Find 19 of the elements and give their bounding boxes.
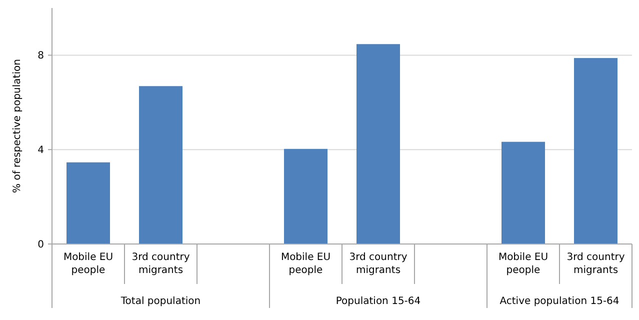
text: Population 15-64 bbox=[336, 296, 421, 307]
bar bbox=[502, 142, 545, 244]
y-tick-label: 8 bbox=[38, 50, 44, 62]
bar bbox=[139, 86, 182, 244]
x-tick-label: Mobile EU people bbox=[498, 252, 548, 276]
text: Active population 15-64 bbox=[500, 296, 620, 307]
x-tick-label: 3rd country migrants bbox=[349, 252, 408, 276]
bar bbox=[66, 162, 110, 244]
text: Total population bbox=[120, 296, 201, 307]
x-tick-label: 3rd country migrants bbox=[132, 252, 190, 276]
y-axis-title: % of respective population bbox=[12, 59, 23, 193]
y-tick-label: 0 bbox=[38, 240, 44, 250]
x-tick-label: Mobile EU people bbox=[280, 252, 331, 276]
bar bbox=[356, 44, 400, 244]
bar bbox=[574, 58, 618, 244]
x-tick-label: Mobile EU people bbox=[63, 252, 114, 276]
x-tick-label: 3rd country migrants bbox=[566, 252, 625, 276]
bar bbox=[284, 148, 328, 244]
y-tick-label: 4 bbox=[38, 145, 44, 156]
